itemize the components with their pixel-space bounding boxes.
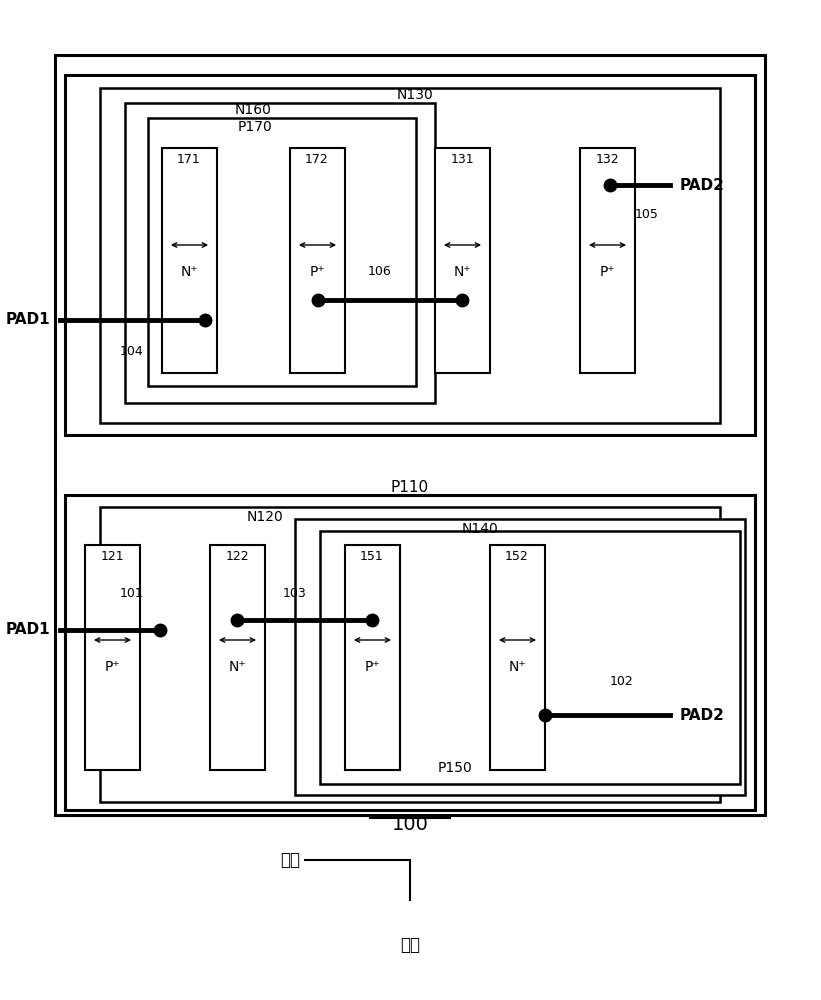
Bar: [435, 148, 490, 373]
Text: 100: 100: [392, 816, 429, 834]
Bar: [65, 495, 755, 810]
Text: PAD2: PAD2: [680, 178, 725, 192]
Text: N⁺: N⁺: [228, 660, 245, 674]
Text: P⁺: P⁺: [104, 660, 120, 674]
Text: 172: 172: [305, 153, 329, 166]
Text: 纵向: 纵向: [400, 936, 420, 954]
Text: P⁺: P⁺: [310, 265, 325, 279]
Text: 103: 103: [283, 587, 307, 600]
Text: N160: N160: [235, 103, 272, 117]
Text: PAD1: PAD1: [6, 312, 50, 328]
Text: 122: 122: [225, 550, 249, 563]
Text: P170: P170: [237, 120, 273, 134]
Text: N⁺: N⁺: [180, 265, 198, 279]
Text: PAD1: PAD1: [6, 622, 50, 638]
Text: 105: 105: [635, 208, 659, 221]
Text: 104: 104: [120, 345, 144, 358]
Text: 132: 132: [595, 153, 619, 166]
Bar: [580, 148, 635, 373]
Text: P⁺: P⁺: [365, 660, 380, 674]
Text: 横向: 横向: [280, 851, 300, 869]
Text: N130: N130: [397, 88, 433, 102]
Bar: [85, 545, 140, 770]
Text: 121: 121: [100, 550, 124, 563]
Text: N140: N140: [461, 522, 498, 536]
Bar: [210, 545, 265, 770]
Bar: [100, 507, 720, 802]
Text: 101: 101: [120, 587, 144, 600]
Bar: [320, 531, 740, 784]
Text: N120: N120: [246, 510, 283, 524]
Text: 131: 131: [450, 153, 474, 166]
Bar: [148, 118, 416, 386]
Text: 151: 151: [360, 550, 384, 563]
Text: 171: 171: [177, 153, 201, 166]
Text: P110: P110: [391, 481, 429, 495]
Bar: [490, 545, 545, 770]
Bar: [55, 55, 765, 815]
Text: PAD2: PAD2: [680, 708, 725, 722]
Bar: [290, 148, 345, 373]
Bar: [162, 148, 217, 373]
Text: P⁺: P⁺: [599, 265, 615, 279]
Bar: [345, 545, 400, 770]
Bar: [125, 103, 435, 403]
Bar: [100, 88, 720, 423]
Text: N⁺: N⁺: [508, 660, 525, 674]
Text: 102: 102: [610, 675, 634, 688]
Bar: [65, 75, 755, 435]
Bar: [295, 519, 745, 795]
Text: P150: P150: [438, 761, 472, 775]
Text: N⁺: N⁺: [453, 265, 470, 279]
Text: 152: 152: [505, 550, 529, 563]
Text: 106: 106: [368, 265, 392, 278]
